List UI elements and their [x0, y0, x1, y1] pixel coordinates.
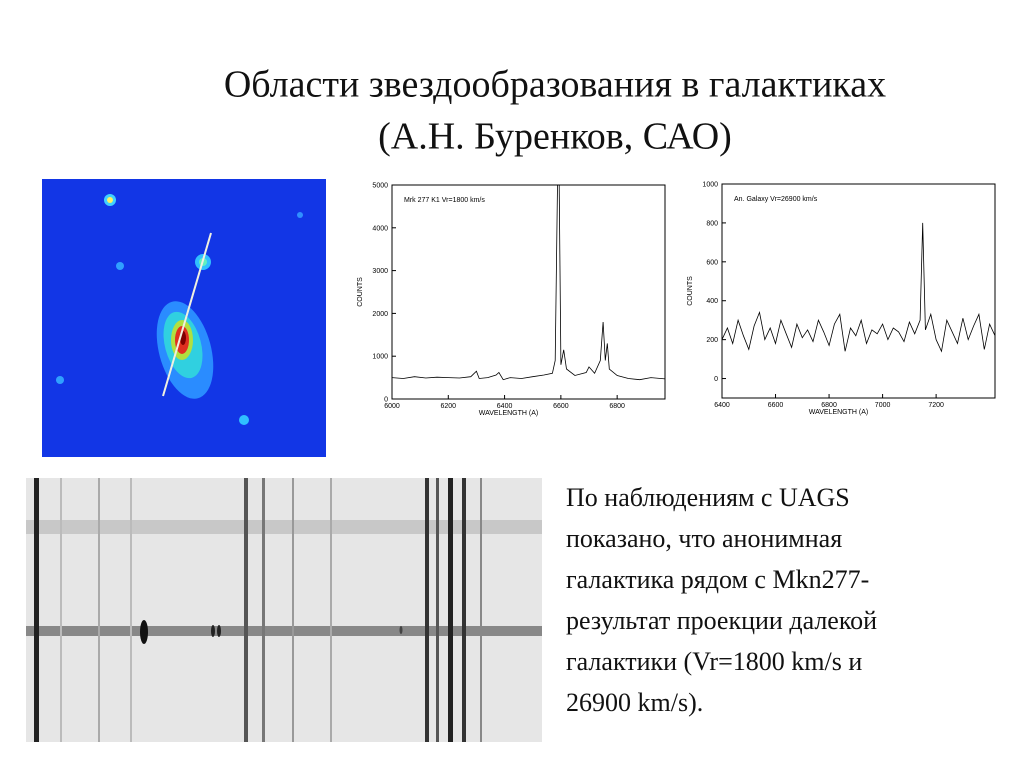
slide-subtitle: (А.Н. Буренков, САО)	[378, 116, 732, 158]
body-text: По наблюдениям с UAGS	[566, 483, 850, 512]
x-tick-label: 6200	[440, 403, 456, 410]
y-tick-label: 4000	[372, 225, 388, 232]
body-text: результат проекции далекой	[566, 606, 877, 635]
y-tick-label: 600	[706, 259, 718, 266]
chart-annotation: An. Galaxy Vr=26900 km/s	[734, 196, 818, 203]
spectrum-line	[392, 185, 665, 381]
y-tick-label: 200	[706, 337, 718, 344]
body-text: 26900 km/s).	[566, 688, 703, 717]
chart-annotation: Mrk 277 K1 Vr=1800 km/s	[404, 197, 485, 204]
y-tick-label: 5000	[372, 183, 388, 190]
spectrum-line	[722, 222, 995, 353]
x-tick-label: 7200	[928, 402, 944, 409]
x-axis-label: WAVELENGTH (A)	[809, 409, 869, 416]
body-text: галактики (Vr=1800 km/s и	[566, 647, 862, 676]
body-text: галактика рядом с Mkn277-	[566, 565, 869, 594]
x-tick-label: 6800	[821, 402, 837, 409]
y-tick-label: 0	[714, 376, 718, 383]
x-tick-label: 6800	[609, 403, 625, 410]
y-tick-label: 400	[706, 298, 718, 305]
galaxy-image	[42, 179, 326, 457]
plot-frame	[391, 184, 666, 400]
x-tick-label: 6000	[384, 403, 400, 410]
x-tick-label: 6400	[714, 402, 730, 409]
x-tick-label: 6400	[497, 403, 513, 410]
x-axis-label: WAVELENGTH (A)	[479, 410, 539, 417]
y-axis-label: COUNTS	[687, 276, 694, 306]
y-tick-label: 3000	[372, 268, 388, 275]
y-tick-label: 2000	[372, 311, 388, 318]
slide-title: Области звездообразования в галактиках	[224, 64, 886, 106]
y-axis-label: COUNTS	[357, 277, 364, 307]
y-tick-label: 800	[706, 220, 718, 227]
x-tick-label: 7000	[875, 402, 891, 409]
x-tick-label: 6600	[768, 402, 784, 409]
plot-frame	[721, 183, 996, 399]
spectrum-2d-image	[26, 478, 542, 742]
y-tick-label: 1000	[702, 182, 718, 189]
body-text: показано, что анонимная	[566, 524, 842, 553]
y-tick-label: 0	[384, 397, 388, 404]
y-tick-label: 1000	[372, 354, 388, 361]
x-tick-label: 6600	[553, 403, 569, 410]
